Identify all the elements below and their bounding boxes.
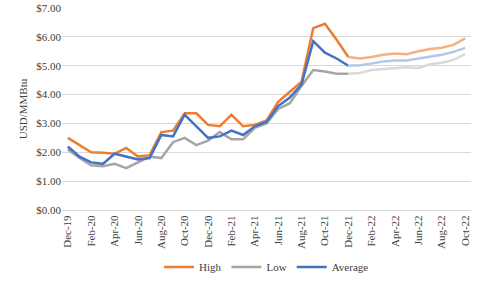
svg-text:Dec-21: Dec-21	[342, 215, 354, 247]
svg-text:High: High	[199, 261, 222, 273]
svg-text:$1.00: $1.00	[36, 175, 61, 187]
svg-text:Oct-20: Oct-20	[178, 215, 190, 246]
svg-text:Dec-19: Dec-19	[61, 215, 73, 248]
svg-text:Jun-20: Jun-20	[132, 215, 144, 245]
svg-text:Feb-21: Feb-21	[225, 215, 237, 246]
svg-text:$3.00: $3.00	[36, 117, 61, 129]
svg-text:Jun-21: Jun-21	[272, 215, 284, 245]
svg-text:$2.00: $2.00	[36, 146, 61, 158]
svg-text:Oct-21: Oct-21	[319, 215, 331, 246]
svg-text:Dec-20: Dec-20	[202, 215, 214, 248]
svg-text:Feb-20: Feb-20	[85, 215, 97, 247]
svg-text:Apr-21: Apr-21	[248, 215, 260, 247]
svg-text:USD/MMBtu: USD/MMBtu	[17, 78, 29, 139]
svg-text:Jun-22: Jun-22	[412, 215, 424, 245]
svg-text:$7.00: $7.00	[36, 2, 61, 14]
svg-text:Apr-20: Apr-20	[108, 215, 120, 247]
svg-text:Aug-20: Aug-20	[155, 215, 167, 249]
svg-text:$0.00: $0.00	[36, 204, 61, 216]
svg-text:$4.00: $4.00	[36, 88, 61, 100]
svg-text:Average: Average	[332, 261, 369, 273]
svg-text:Aug-21: Aug-21	[295, 215, 307, 249]
svg-text:Apr-22: Apr-22	[389, 215, 401, 247]
svg-text:$5.00: $5.00	[36, 60, 61, 72]
svg-text:Aug-22: Aug-22	[435, 215, 447, 249]
svg-text:Low: Low	[267, 261, 287, 273]
svg-text:$6.00: $6.00	[36, 31, 61, 43]
svg-text:Feb-22: Feb-22	[365, 215, 377, 246]
svg-text:Oct-22: Oct-22	[459, 215, 471, 246]
